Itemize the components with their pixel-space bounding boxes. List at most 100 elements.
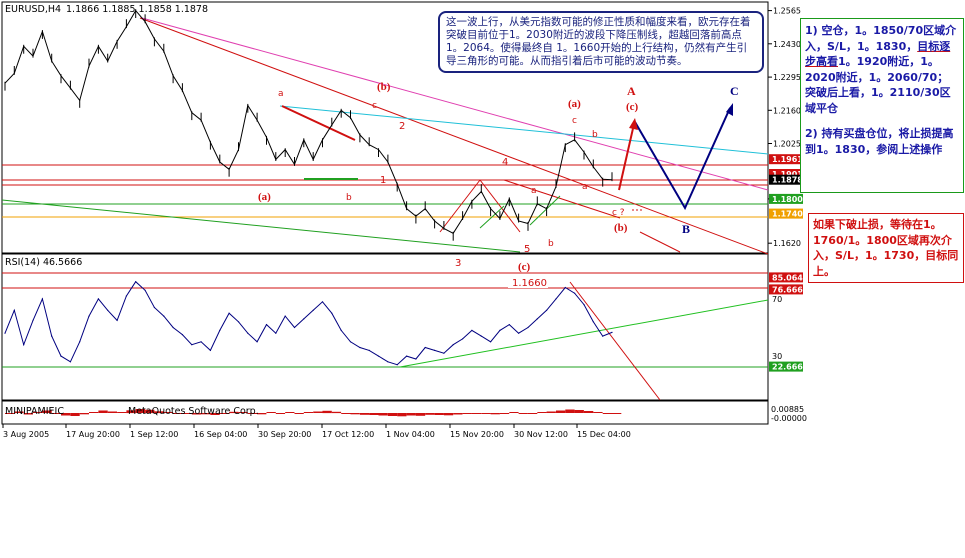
rsi-point bbox=[303, 318, 305, 320]
chart-symbol: EURUSD,H4 bbox=[5, 4, 61, 15]
rsi-label: RSI(14) 46.5666 bbox=[5, 257, 82, 268]
label-sb-1: b bbox=[346, 193, 352, 203]
price-tag-bg bbox=[769, 193, 803, 204]
label-sb-2: b bbox=[548, 239, 554, 249]
rsi-point bbox=[359, 346, 361, 349]
trendline-red-upper bbox=[281, 105, 356, 141]
plan-1-part-a: 1) 空仓，1。1850/70区域介入，S/L，1。1830， bbox=[805, 24, 957, 53]
label-sa-2: a bbox=[531, 186, 537, 196]
histogram-bar bbox=[182, 413, 192, 414]
label-c-right: (c) bbox=[626, 101, 639, 113]
histogram-bar bbox=[210, 413, 220, 415]
histogram-bar bbox=[275, 413, 286, 414]
histogram-bar bbox=[462, 413, 472, 414]
histogram-bar bbox=[341, 413, 351, 414]
histogram-bar bbox=[51, 413, 61, 414]
rsi-point bbox=[88, 315, 90, 317]
label-sa-3: a bbox=[582, 182, 588, 192]
histogram-bar bbox=[499, 413, 510, 414]
price-tick-label: 1.1620 bbox=[773, 239, 801, 248]
histogram-bar bbox=[397, 413, 407, 417]
time-tick-label: 17 Aug 20:00 bbox=[66, 430, 120, 439]
histogram-bar bbox=[406, 413, 416, 416]
rsi-point bbox=[209, 349, 211, 351]
histogram-bar bbox=[173, 413, 183, 414]
histogram-bar bbox=[425, 413, 435, 415]
label-3: 3 bbox=[455, 258, 461, 269]
watermark: MINIPAMIEIC bbox=[5, 406, 64, 417]
histogram-bar bbox=[117, 412, 127, 413]
histogram-bar bbox=[453, 413, 463, 415]
price-tag-label: 1.1901 bbox=[772, 170, 803, 179]
histogram-bar bbox=[70, 413, 80, 416]
rsi-point bbox=[191, 344, 193, 346]
trade-plan-2: 2) 持有买盘仓位，将止损提高到1。1830，参阅上述操作 bbox=[805, 127, 954, 156]
rsi-point bbox=[107, 309, 109, 311]
histogram-bar bbox=[359, 413, 370, 415]
projection-path bbox=[634, 107, 731, 211]
rsi-point bbox=[163, 315, 165, 317]
histogram-bar bbox=[537, 412, 547, 413]
rsi-point bbox=[23, 344, 25, 346]
indicator-tick-bottom: -0.00000 bbox=[771, 414, 807, 423]
histogram-bar bbox=[443, 413, 454, 416]
indicator-histogram bbox=[5, 409, 622, 417]
histogram-bar bbox=[528, 413, 538, 414]
histogram-bar bbox=[89, 412, 99, 413]
time-tick-label: 30 Sep 20:00 bbox=[258, 430, 311, 439]
histogram-bar bbox=[14, 411, 24, 413]
time-tick-label: 15 Nov 20:00 bbox=[450, 430, 504, 439]
rsi-point bbox=[424, 346, 426, 349]
histogram-bar bbox=[387, 413, 398, 416]
histogram-bar bbox=[163, 412, 174, 413]
rsi-tick-label: 22.6667 bbox=[772, 363, 808, 372]
histogram-bar bbox=[584, 411, 594, 413]
projection-c-red bbox=[639, 231, 681, 253]
plan-1-target: 目标逐步高看 bbox=[805, 39, 951, 69]
rsi-point bbox=[518, 332, 520, 334]
stop-note: 如果下破止损，等待在1。1760/1。1800区域再次介入，S/L，1。1730… bbox=[808, 213, 964, 283]
histogram-bar bbox=[481, 413, 491, 414]
rsi-marks bbox=[4, 281, 613, 366]
label-sc-2: c bbox=[572, 116, 577, 126]
price-tick-label: 1.2430 bbox=[773, 40, 801, 49]
label-A: A bbox=[627, 84, 636, 98]
time-tick-label: 16 Sep 04:00 bbox=[194, 430, 247, 439]
label-5: 5 bbox=[524, 244, 530, 255]
histogram-bar bbox=[546, 411, 556, 413]
rsi-point bbox=[499, 329, 501, 331]
time-tick-label: 3 Aug 2005 bbox=[3, 430, 49, 439]
price-tag-bg bbox=[769, 154, 803, 165]
rsi-point bbox=[293, 326, 296, 329]
rsi-point bbox=[265, 324, 268, 326]
rsi-point bbox=[256, 341, 258, 343]
time-tick-label: 15 Dec 04:00 bbox=[577, 430, 631, 439]
histogram-bar bbox=[378, 413, 388, 416]
chart-ohlc: 1.1866 1.1885 1.1858 1.1878 bbox=[66, 4, 208, 15]
histogram-bar bbox=[285, 412, 295, 413]
time-tick-label: 1 Sep 12:00 bbox=[130, 430, 178, 439]
rsi-point bbox=[471, 329, 473, 331]
rsi-point bbox=[527, 326, 529, 329]
rsi-point bbox=[574, 292, 576, 294]
label-sb-3: b bbox=[592, 130, 598, 140]
histogram-bar bbox=[257, 413, 267, 415]
rsi-point bbox=[415, 358, 417, 360]
histogram-bar bbox=[33, 412, 43, 413]
rsi-series-line bbox=[4, 280, 613, 366]
rsi-tag-bg bbox=[769, 272, 803, 283]
trade-plan-1: 1) 空仓，1。1850/70区域介入，S/L，1。1830，目标逐步高看1。1… bbox=[805, 23, 959, 116]
price-marks bbox=[4, 9, 613, 241]
rsi-point bbox=[555, 298, 557, 300]
rsi-point bbox=[452, 344, 454, 346]
histogram-bar bbox=[556, 410, 566, 413]
label-c-question: c ? bbox=[612, 208, 625, 218]
rsi-point bbox=[368, 349, 370, 351]
histogram-bar bbox=[602, 413, 612, 414]
trendline-green-lower bbox=[1, 199, 521, 253]
histogram-bar bbox=[61, 413, 71, 416]
histogram-bar bbox=[238, 412, 248, 413]
histogram-bar bbox=[5, 413, 15, 414]
rsi-point bbox=[219, 329, 221, 331]
